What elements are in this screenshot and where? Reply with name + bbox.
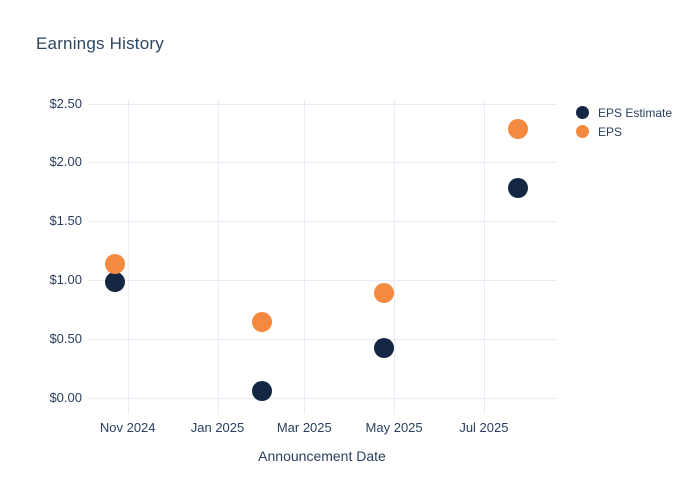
gridline-vertical: [483, 100, 485, 414]
gridline-horizontal: [88, 279, 556, 281]
data-point-eps-estimate[interactable]: [251, 380, 272, 401]
y-axis-tick-label: $1.50: [49, 213, 82, 229]
y-axis-tick-label: $0.50: [49, 330, 82, 346]
data-point-eps[interactable]: [104, 253, 125, 274]
chart-title: Earnings History: [36, 34, 164, 53]
data-point-eps-estimate[interactable]: [507, 178, 528, 199]
y-axis-tick-label: $0.00: [49, 389, 82, 405]
gridline-horizontal: [88, 162, 556, 164]
data-point-eps[interactable]: [507, 119, 528, 140]
y-axis-tick-label: $2.00: [49, 154, 82, 170]
x-axis-tick-label: May 2025: [365, 420, 423, 435]
data-point-eps-estimate[interactable]: [373, 338, 394, 359]
gridline-horizontal: [88, 221, 556, 223]
legend-label: EPS Estimate: [598, 105, 673, 120]
legend: EPS Estimate EPS: [576, 103, 672, 141]
legend-swatch: [576, 125, 589, 138]
y-axis-tick-label: $2.50: [49, 95, 82, 111]
legend-item-eps[interactable]: EPS: [576, 122, 672, 141]
data-point-eps[interactable]: [251, 312, 272, 333]
legend-item-eps-estimate[interactable]: EPS Estimate: [576, 103, 672, 122]
gridline-horizontal: [88, 397, 556, 399]
x-axis-tick-label: Mar 2025: [276, 420, 332, 435]
y-axis-tick-label: $1.00: [49, 271, 82, 287]
x-axis-tick-label: Jul 2025: [459, 420, 509, 435]
x-axis-title: Announcement Date: [258, 448, 386, 464]
gridline-vertical: [217, 100, 219, 414]
data-point-eps[interactable]: [373, 282, 394, 303]
gridline-vertical: [394, 100, 396, 414]
data-point-eps-estimate[interactable]: [104, 272, 125, 293]
gridline-vertical: [304, 100, 306, 414]
x-axis-tick-label: Nov 2024: [99, 420, 156, 435]
legend-swatch: [576, 106, 589, 119]
x-axis-tick-label: Jan 2025: [190, 420, 245, 435]
gridline-horizontal: [88, 103, 556, 105]
plot-area[interactable]: [88, 100, 556, 414]
gridline-horizontal: [88, 338, 556, 340]
legend-label: EPS: [598, 124, 623, 139]
gridline-vertical: [127, 100, 129, 414]
